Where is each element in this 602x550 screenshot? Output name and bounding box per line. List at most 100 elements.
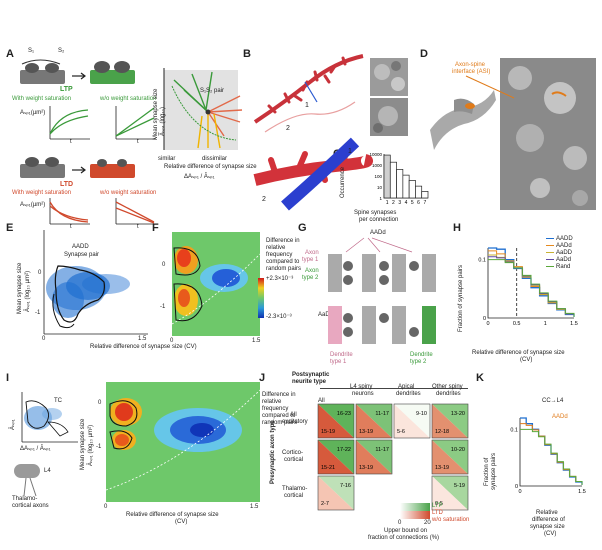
chart-c-xtick: 4 [405,200,408,206]
matrix-cell-ltd [356,440,392,474]
panel-i-note-1: Difference in [262,392,296,398]
ltd-t-label-2: t [137,224,139,230]
chart-c-bar [383,154,391,199]
panel-i-xlabel-2: (CV) [175,519,188,525]
matrix-cell: 11-17 13-19 [355,439,393,475]
asi-label-1: Axon-spine [455,62,486,68]
matrix-cell: 16-23 15-19 [317,403,355,439]
matrix-cell-top: 11-17 [375,447,389,453]
em-image-2 [370,98,408,136]
matrix-cell-bot: 2-7 [321,501,329,507]
panel-a-plot-bg [164,70,238,150]
matrix-cell-top: 16-23 [337,411,351,417]
legend-label: Rand [556,264,571,270]
panel-j-col-other-a: Other spiny [432,384,463,390]
axon-type2-a: Axon [305,268,319,274]
panel-label-i: I [6,372,10,384]
dendrite-type1-b: type 1 [330,359,347,365]
panel-f-ytick-1: -1 [160,304,166,310]
panel-i-heatmap [106,382,260,502]
panel-i-note-4: compared to [262,413,296,419]
matrix-cell-bot: 0-5 [435,501,443,507]
panel-c-ylabel: Occurrence [340,166,346,198]
panel-e-ylabel: Mean synapse size [17,262,23,314]
matrix-cell-ltd [318,476,354,510]
panel-i-note-3: frequency [262,406,289,412]
panel-c-xlabel-2: per connection [359,217,399,223]
panel-label-j: J [259,372,266,384]
panel-h-ylabel: Fraction of synapse pairs [458,264,464,332]
chart-k-ytick: 0 [515,484,518,490]
matrix-cell-ltd [432,440,468,474]
panel-e-scatter [43,230,148,335]
matrix-cell: 5-19 0-5 [431,475,469,511]
panel-f-colorbar [258,278,264,318]
panel-e-annot-2: Synapse pair [64,252,100,258]
panel-e-ytick-0: 0 [38,270,42,276]
panel-f-heatmap [172,232,260,336]
panel-i-ytick-1: -1 [96,444,102,450]
l4-neuron-icon [14,464,40,478]
panel-h-xlabel-2: (CV) [520,357,533,363]
panel-e-annot: AADD [72,244,89,250]
chart-c-ytick: 10 [377,185,383,190]
panel-f-note-4: compared to [266,259,300,265]
panel-label-h: H [453,222,461,234]
panel-i-mini-xlabel: ΔAₛₚ₁ / Āₛₚ₁ [20,446,51,452]
dendrite-type1-a: Dendrite [330,352,353,358]
matrix-cell-bot: 13-19 [435,465,449,471]
panel-j-row-3b: cortical [284,493,304,499]
panel-f-xtick-0: 0 [170,338,174,344]
with-saturation-ltd: With weight saturation [12,190,72,196]
chart-h-ytick: 0 [483,316,486,322]
matrix-cell-bot: 15-21 [321,465,335,471]
chart-c-ytick: 1000 [372,163,383,168]
panel-e-xlabel: Relative difference of synapse size (CV) [90,344,197,350]
panel-j-matrix: 16-23 15-19 11-17 13-19 9-10 5-6 13-20 12-18 17-… [317,403,469,511]
legend-swatch [546,244,554,247]
panel-j-col-title-1: Postsynaptic [292,372,330,378]
panel-j-col-l4-b: neurons [352,391,374,397]
chart-k-xtick: 1.5 [578,489,586,495]
panel-i-xlabel: Relative difference of synapse size [126,512,219,518]
matrix-cell-ltd [432,476,468,510]
dendrite-type2-a: Dendrite [410,352,433,358]
panel-j-header-rule [320,388,468,389]
panel-j-row-1a: All [290,412,297,418]
chart-c-bar [389,161,397,199]
panel-e-ytick-1: -1 [35,310,41,316]
panel-e-ylabel-2: Āₛₚ₁ (log₁₀ µm²) [25,270,31,312]
chart-h-ytick: 0.1 [478,258,486,264]
legend-label: AaDD [556,250,573,256]
chart-k-xtick: 0 [518,489,521,495]
legend-entry-aadd: AADd [546,243,573,250]
matrix-cell-bot: 13-19 [359,465,373,471]
s2-label: S₂ [58,48,65,54]
matrix-cell-ltd [394,404,430,438]
chart-c-xtick: 3 [398,200,401,206]
panel-j-col-title-2: neurite type [292,379,327,385]
matrix-cell-top: 17-22 [337,447,351,453]
panel-j-col-all: All [318,398,325,404]
panel-f-note-5: random pairs [266,266,302,272]
chart-h-xtick: 1.5 [570,321,578,327]
chart-c-ytick: 10000 [369,152,382,157]
matrix-cell-border [393,403,431,439]
chart-k-series-rand [520,428,583,485]
legend-entry-rand: Rand [546,264,573,271]
legend-label: AaDd [556,257,572,263]
chart-h-xtick: 0 [486,321,489,327]
aadd-schematic [328,237,436,292]
matrix-cell-top: 9-10 [416,411,427,417]
matrix-cell-border [431,403,469,439]
ltp-label: LTP [60,86,73,93]
matrix-cell-border [317,475,355,511]
legend-swatch [546,251,554,254]
chart-c-bar [396,169,404,199]
matrix-cell-border [431,439,469,475]
panel-i-note-5: random pairs [262,420,298,426]
matrix-cell-bot: 12-18 [435,429,449,435]
panel-j-row-2b: cortical [284,457,304,463]
chart-c-bar [421,191,429,199]
chart-c-xtick: 7 [423,200,426,206]
